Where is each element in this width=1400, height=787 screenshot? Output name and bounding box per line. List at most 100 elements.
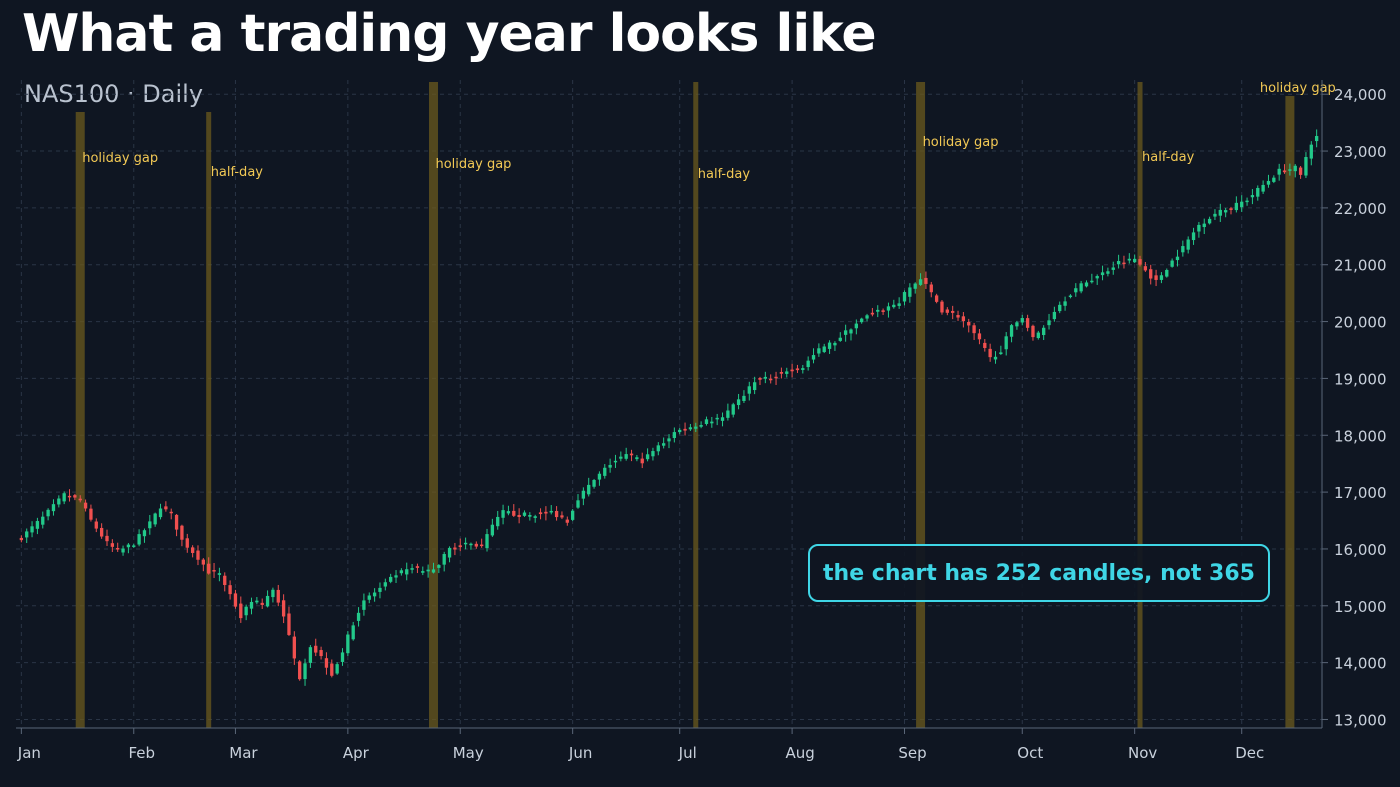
candle-body (383, 582, 387, 587)
annotation-label: holiday gap (923, 135, 999, 150)
candle-body (276, 589, 280, 603)
candle-body (929, 284, 933, 293)
candle-body (51, 504, 56, 512)
candle-body (249, 601, 254, 609)
y-tick-label: 21,000 (1334, 257, 1387, 275)
annotation-band (75, 112, 85, 728)
candle-body (1116, 260, 1121, 265)
annotation-label: holiday gap (82, 151, 158, 166)
candle-body (560, 515, 564, 518)
candle-body (185, 538, 189, 548)
annotation-label: holiday gap (1260, 81, 1336, 96)
candle-body (287, 613, 291, 635)
candle-body (1256, 187, 1260, 197)
candle-body (635, 457, 639, 460)
candle-body (271, 589, 275, 598)
candle-body (1047, 320, 1051, 326)
candle-body (678, 429, 682, 433)
candle-body (1090, 280, 1094, 283)
candle-body (292, 636, 296, 659)
candle-body (908, 287, 912, 297)
candle-body (99, 527, 104, 537)
candle-body (1218, 209, 1222, 216)
candle-body (983, 342, 987, 348)
candle-body (244, 606, 248, 616)
candle-body (378, 587, 382, 592)
candle-body (967, 321, 971, 326)
candle-body (1149, 269, 1153, 279)
candle-body (174, 514, 179, 530)
candle-body (1245, 200, 1249, 203)
candle-body (918, 279, 923, 285)
candle-body (876, 309, 880, 312)
candle-body (570, 510, 575, 520)
candle-body (1058, 304, 1062, 312)
candle-body (1288, 169, 1292, 171)
candle-body (806, 360, 810, 368)
candle-body (661, 443, 666, 446)
candle-body (870, 312, 875, 315)
candle-body (410, 568, 414, 570)
candle-body (169, 511, 173, 514)
axes: 13,000 14,000 15,000 16,000 17,000 18,000 19,0… (16, 80, 1387, 762)
candles (19, 129, 1319, 686)
candle-body (351, 625, 355, 640)
candle-body (1277, 168, 1281, 175)
candle-body (46, 509, 50, 517)
candle-body (865, 315, 869, 319)
candle-body (1143, 266, 1148, 271)
candle-body (239, 603, 243, 619)
candle-body (399, 570, 404, 574)
candle-body (41, 516, 45, 525)
candle-body (1266, 180, 1271, 185)
candle-body (1309, 144, 1313, 159)
candle-body (956, 315, 960, 318)
candle-body (752, 382, 757, 391)
candle-body (1015, 322, 1019, 327)
candle-body (945, 309, 949, 313)
candle-body (645, 454, 650, 460)
candle-body (854, 323, 858, 329)
candle-body (934, 295, 939, 302)
candle-body (1250, 195, 1255, 198)
candle-body (688, 427, 693, 430)
callout-text: the chart has 252 candles, not 365 (823, 560, 1255, 586)
y-tick-label: 24,000 (1334, 86, 1387, 104)
candle-body (506, 511, 511, 514)
candle-body (421, 571, 425, 573)
annotation-label: half-day (698, 167, 751, 182)
y-tick-label: 13,000 (1334, 711, 1387, 729)
candle-body (73, 495, 77, 498)
y-tick-label: 23,000 (1334, 143, 1387, 161)
candle-body (394, 575, 398, 578)
candle-body (774, 376, 778, 379)
x-tick-label: Jan (17, 744, 41, 762)
candle-body (715, 417, 719, 420)
candle-body (1298, 167, 1303, 175)
candle-body (201, 559, 205, 565)
x-tick-label: Apr (343, 744, 370, 762)
candle-body (736, 399, 741, 406)
candle-body (463, 542, 468, 545)
candle-body (1240, 201, 1244, 208)
candle-body (881, 310, 885, 312)
candle-body (148, 521, 152, 529)
annotation-bands (75, 82, 1295, 728)
candle-body (453, 547, 457, 550)
candle-body (651, 451, 655, 457)
candle-body (1186, 239, 1190, 250)
candle-body (779, 372, 784, 374)
candle-body (822, 346, 826, 353)
candle-body (212, 570, 216, 572)
candle-body (217, 573, 222, 575)
x-tick-label: Dec (1235, 744, 1264, 762)
candle-body (528, 514, 532, 517)
candle-body (720, 417, 725, 421)
candle-body (587, 484, 591, 495)
candle-body (897, 303, 901, 306)
candle-body (480, 544, 484, 547)
y-tick-label: 19,000 (1334, 370, 1387, 388)
candle-body (447, 547, 452, 558)
candle-body (260, 602, 264, 605)
x-tick-label: Sep (898, 744, 926, 762)
